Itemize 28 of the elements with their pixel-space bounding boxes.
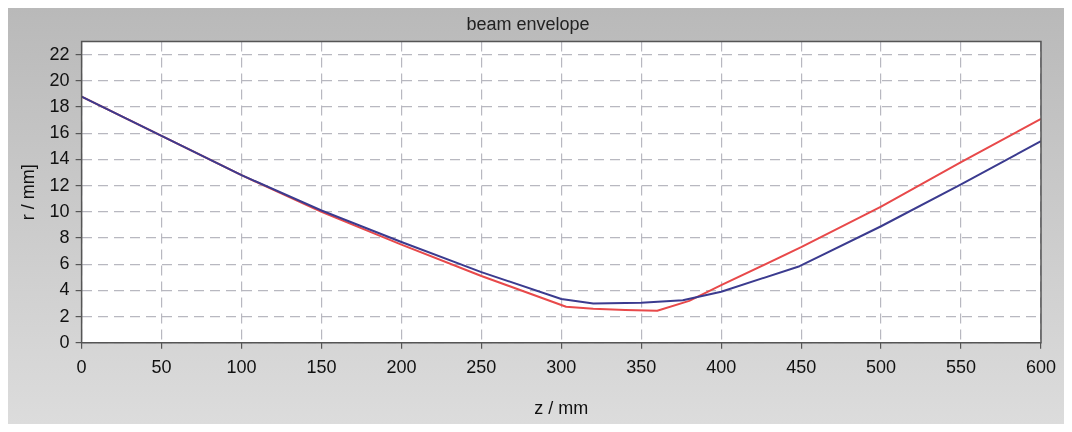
y-tick-label: 12 (49, 174, 70, 195)
y-axis-title: r / mm] (17, 164, 38, 221)
y-tick-label: 14 (49, 148, 70, 169)
x-tick-label: 250 (466, 356, 497, 377)
y-tick-label: 8 (59, 227, 70, 247)
chart-title: beam envelope (466, 13, 590, 34)
y-tick-label: 10 (49, 200, 70, 221)
x-tick-label: 400 (706, 356, 737, 377)
y-tick-label: 20 (49, 69, 70, 90)
x-axis-title: z / mm (534, 398, 589, 419)
x-tick-label: 550 (946, 356, 977, 377)
x-tick-label: 100 (226, 356, 257, 377)
y-tick-label: 6 (59, 253, 70, 274)
x-tick-label: 200 (386, 356, 417, 377)
y-tick-label: 22 (49, 43, 70, 64)
x-tick-label: 450 (786, 356, 817, 377)
x-tick-label: 350 (626, 356, 657, 377)
x-tick-label: 50 (151, 356, 172, 377)
y-tick-label: 2 (59, 305, 70, 326)
x-tick-label: 600 (1025, 356, 1057, 377)
y-tick-label: 18 (49, 96, 70, 117)
y-tick-label: 0 (59, 331, 70, 352)
x-tick-label: 150 (306, 356, 337, 377)
x-tick-label: 0 (76, 356, 87, 377)
x-tick-label: 500 (866, 356, 897, 377)
y-tick-label: 16 (49, 122, 70, 143)
x-tick-label: 300 (546, 356, 577, 377)
y-tick-label: 4 (59, 279, 70, 300)
